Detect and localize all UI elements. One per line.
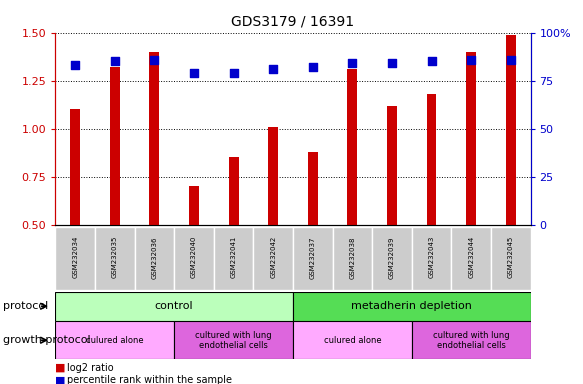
Bar [95,227,135,290]
Bar [293,321,412,359]
Point [229,70,238,76]
Bar [149,52,159,225]
Bar [293,227,332,290]
Bar [451,227,491,290]
Point [347,60,357,66]
Bar [268,127,278,225]
Point [110,58,120,65]
Bar [254,227,293,290]
Bar [214,227,254,290]
Bar [55,321,174,359]
Bar [110,67,120,225]
Bar [189,186,199,225]
Bar [466,52,476,225]
Bar [372,227,412,290]
Point [269,66,278,72]
Text: GSM232044: GSM232044 [468,236,474,278]
Bar [347,69,357,225]
Point [466,56,476,63]
Text: percentile rank within the sample: percentile rank within the sample [67,375,232,384]
Bar [293,292,531,321]
Text: protocol: protocol [3,301,48,311]
Text: GSM232041: GSM232041 [230,236,237,278]
Point [308,64,317,70]
Point [71,62,80,68]
Text: control: control [155,301,194,311]
Text: GSM232045: GSM232045 [508,236,514,278]
Text: GSM232040: GSM232040 [191,236,197,278]
Bar [412,227,451,290]
Bar [70,109,80,225]
Point [189,70,199,76]
Bar [55,292,293,321]
Text: ■: ■ [55,363,66,373]
Text: GSM232034: GSM232034 [72,236,78,278]
Text: log2 ratio: log2 ratio [67,363,114,373]
Text: GSM232043: GSM232043 [429,236,434,278]
Title: GDS3179 / 16391: GDS3179 / 16391 [231,15,354,29]
Text: cultured with lung
endothelial cells: cultured with lung endothelial cells [195,331,272,350]
Bar [506,35,516,225]
Point [506,56,515,63]
Bar [135,227,174,290]
Point [387,60,396,66]
Bar [427,94,437,225]
Text: ■: ■ [55,375,66,384]
Text: culured alone: culured alone [324,336,381,345]
Bar [174,227,214,290]
Text: GSM232037: GSM232037 [310,236,316,278]
Text: metadherin depletion: metadherin depletion [352,301,472,311]
Point [150,56,159,63]
Text: cultured with lung
endothelial cells: cultured with lung endothelial cells [433,331,510,350]
Text: GSM232035: GSM232035 [112,236,118,278]
Point [427,58,436,65]
Text: GSM232036: GSM232036 [152,236,157,278]
Bar [174,321,293,359]
Bar [387,106,397,225]
Bar [332,227,372,290]
Text: growth protocol: growth protocol [3,335,90,345]
Text: GSM232038: GSM232038 [349,236,356,278]
Text: GSM232039: GSM232039 [389,236,395,278]
Bar [412,321,531,359]
Bar [55,227,95,290]
Bar [308,152,318,225]
Bar [229,157,238,225]
Text: culured alone: culured alone [86,336,143,345]
Bar [491,227,531,290]
Text: GSM232042: GSM232042 [270,236,276,278]
